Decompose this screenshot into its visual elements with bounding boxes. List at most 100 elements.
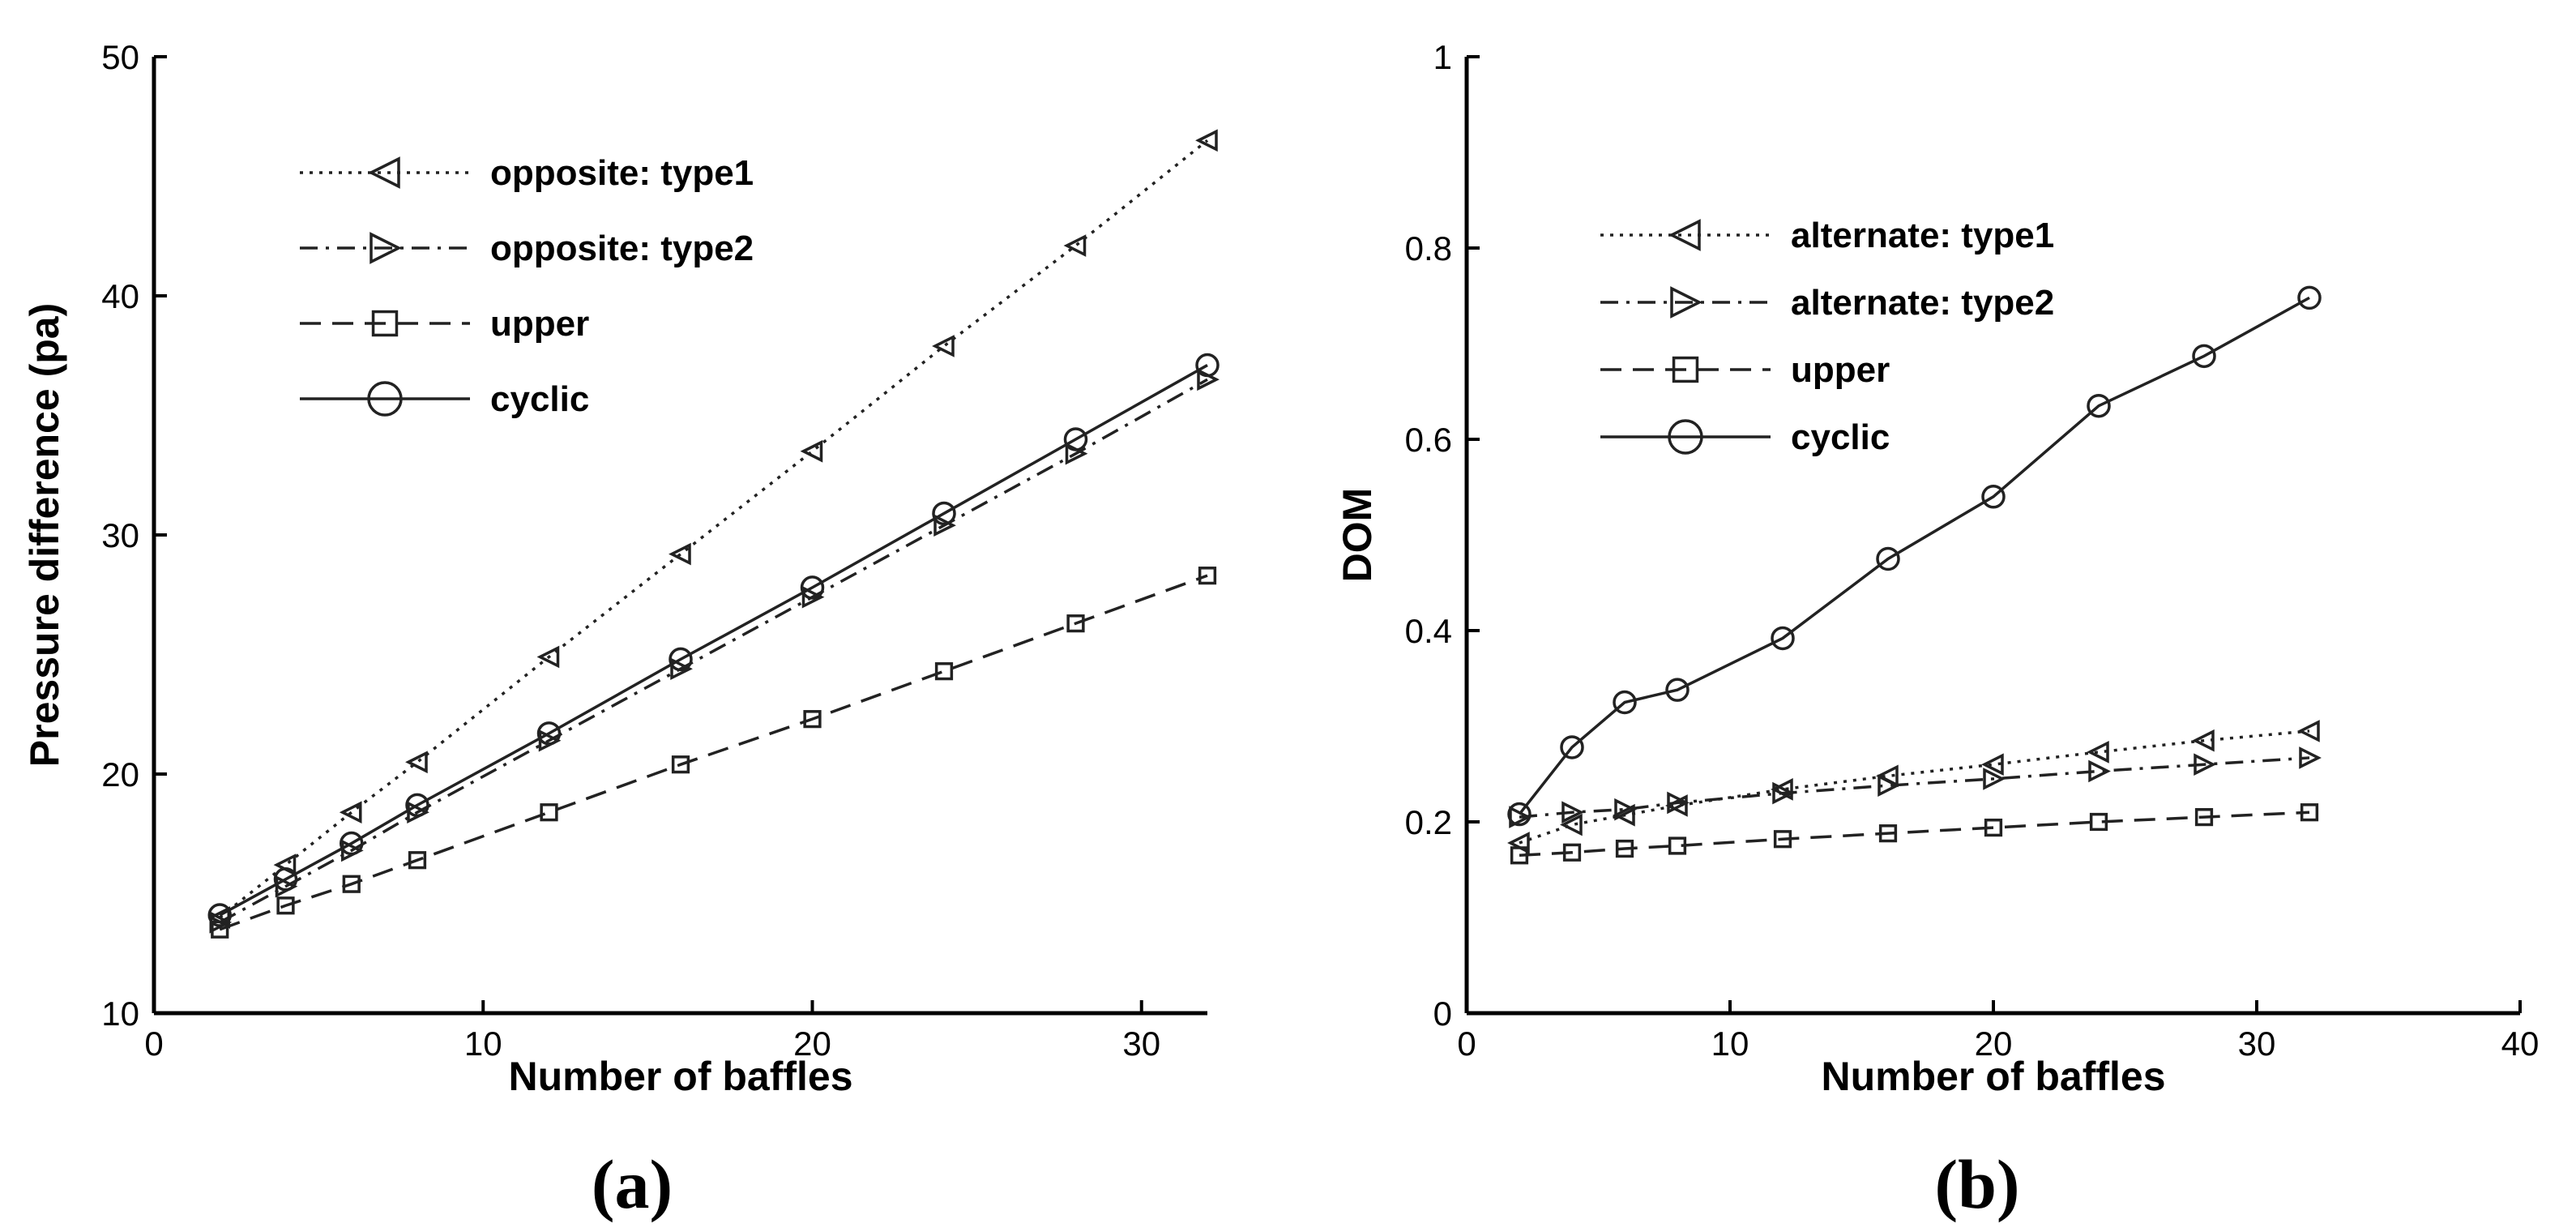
legend-label-a-1: opposite: type2 bbox=[490, 229, 754, 268]
data-point-b-0 bbox=[1613, 803, 1635, 827]
x-axis-label-a: Number of baffles bbox=[508, 1054, 852, 1099]
data-point-a-1 bbox=[801, 585, 825, 609]
series-b-0 bbox=[1507, 720, 2320, 854]
series-line-a-1 bbox=[219, 378, 1208, 924]
data-point-a-1 bbox=[670, 657, 693, 681]
data-point-b-2 bbox=[2300, 803, 2319, 822]
data-point-a-0 bbox=[1195, 129, 1218, 152]
x-tick-label-a: 20 bbox=[793, 1025, 831, 1063]
legend-entry-a-2: upper bbox=[300, 304, 589, 344]
data-point-a-3 bbox=[800, 575, 825, 600]
data-point-b-3 bbox=[1876, 546, 1900, 571]
data-point-b-2 bbox=[1773, 830, 1792, 849]
series-b-3 bbox=[1507, 285, 2322, 827]
x-tick-label-a: 30 bbox=[1122, 1025, 1160, 1063]
series-line-b-0 bbox=[1519, 729, 2310, 845]
data-point-b-1 bbox=[1667, 791, 1690, 815]
data-point-b-0 bbox=[2297, 720, 2320, 742]
data-point-a-2 bbox=[671, 755, 690, 774]
data-point-b-2 bbox=[1878, 824, 1898, 843]
data-point-b-3 bbox=[2087, 393, 2111, 418]
data-point-a-0 bbox=[800, 439, 823, 463]
data-point-a-2 bbox=[1066, 614, 1085, 633]
y-tick-label-a: 10 bbox=[101, 995, 139, 1033]
data-point-b-3 bbox=[1613, 690, 1637, 715]
data-point-a-2 bbox=[540, 803, 558, 822]
x-axis-label-b: Number of baffles bbox=[1821, 1054, 2165, 1099]
series-line-b-3 bbox=[1518, 296, 2310, 815]
data-point-a-3 bbox=[1195, 353, 1220, 378]
series-b-2 bbox=[1510, 803, 2319, 865]
legend-label-b-1: alternate: type2 bbox=[1791, 283, 2054, 323]
legend-label-b-3: cyclic bbox=[1791, 417, 1890, 457]
y-tick-label-a: 20 bbox=[101, 755, 139, 794]
legend-entry-a-1: opposite: type2 bbox=[300, 229, 754, 268]
data-point-b-3 bbox=[1981, 485, 2006, 509]
data-point-b-3 bbox=[2192, 344, 2216, 369]
data-point-b-2 bbox=[2089, 812, 2108, 832]
series-a-2 bbox=[211, 567, 1217, 939]
data-point-b-1 bbox=[1561, 801, 1584, 824]
y-tick-label-b: 0.4 bbox=[1405, 612, 1452, 650]
legend-label-a-0: opposite: type1 bbox=[490, 153, 754, 193]
data-point-b-2 bbox=[1615, 839, 1634, 858]
series-line-b-1 bbox=[1519, 756, 2310, 819]
data-point-b-0 bbox=[1560, 813, 1583, 836]
data-point-b-3 bbox=[1771, 626, 1795, 651]
chart-panel-b: (b) 0 10 20 30 40 0 0.2 0.4 0.6 0.8 1 Number of baf… bbox=[1335, 38, 2539, 1223]
x-tick-label-b: 10 bbox=[1711, 1025, 1749, 1063]
legend-label-b-0: alternate: type1 bbox=[1791, 216, 2054, 255]
data-point-a-3 bbox=[405, 793, 429, 818]
data-point-a-2 bbox=[276, 896, 295, 915]
data-point-b-0 bbox=[2192, 729, 2215, 752]
data-point-b-1 bbox=[1614, 798, 1637, 821]
legend-entry-a-3: cyclic bbox=[300, 379, 589, 419]
data-point-b-1 bbox=[2088, 759, 2111, 783]
legend-entry-b-0: alternate: type1 bbox=[1600, 216, 2054, 255]
data-point-a-3 bbox=[932, 501, 956, 526]
data-point-a-1 bbox=[933, 514, 956, 537]
data-point-a-3 bbox=[1063, 427, 1088, 451]
data-point-b-2 bbox=[1984, 818, 2003, 837]
data-point-b-3 bbox=[1560, 735, 1584, 759]
data-point-b-0 bbox=[1981, 753, 2004, 776]
data-point-b-1 bbox=[1878, 774, 1900, 797]
data-point-a-2 bbox=[408, 851, 427, 870]
data-point-a-0 bbox=[669, 542, 691, 566]
x-tick-label-a: 0 bbox=[144, 1025, 163, 1063]
legend-label-b-2: upper bbox=[1791, 350, 1890, 390]
data-point-a-2 bbox=[342, 875, 361, 893]
x-tick-label-b: 30 bbox=[2238, 1025, 2276, 1063]
data-point-a-2 bbox=[803, 710, 822, 729]
data-point-a-0 bbox=[405, 751, 428, 774]
data-point-a-3 bbox=[207, 903, 232, 927]
y-tick-label-b: 0.8 bbox=[1405, 229, 1452, 267]
series-line-b-2 bbox=[1519, 811, 2310, 858]
data-point-a-0 bbox=[536, 645, 560, 669]
data-point-b-3 bbox=[1507, 802, 1532, 827]
x-tick-label-b: 40 bbox=[2501, 1025, 2540, 1063]
legend-marker-b-0 bbox=[1668, 219, 1701, 251]
data-point-b-0 bbox=[1665, 794, 1688, 817]
data-point-b-2 bbox=[2194, 808, 2214, 827]
legend-label-a-2: upper bbox=[490, 304, 589, 344]
legend-entry-a-0: opposite: type1 bbox=[300, 153, 754, 193]
legend-entry-b-2: upper bbox=[1600, 350, 1890, 390]
panel-a-label: (a) bbox=[592, 1145, 673, 1223]
data-point-b-2 bbox=[1562, 843, 1582, 862]
x-tick-label-b: 20 bbox=[1975, 1025, 2013, 1063]
legend-label-a-3: cyclic bbox=[490, 379, 589, 419]
data-point-a-3 bbox=[273, 867, 298, 892]
data-point-b-2 bbox=[1668, 836, 1687, 855]
data-point-b-3 bbox=[1665, 678, 1690, 702]
data-point-a-0 bbox=[1063, 234, 1087, 257]
y-axis-label-a: Pressure difference (pa) bbox=[22, 303, 67, 767]
legend-marker-a-1 bbox=[370, 232, 402, 264]
data-point-b-1 bbox=[1983, 768, 2006, 790]
y-tick-label-b: 0 bbox=[1433, 995, 1452, 1033]
legend-entry-b-3: cyclic bbox=[1600, 417, 1890, 457]
data-point-a-3 bbox=[340, 831, 364, 856]
data-point-b-1 bbox=[2194, 753, 2216, 776]
legend-marker-b-2 bbox=[1672, 356, 1699, 383]
